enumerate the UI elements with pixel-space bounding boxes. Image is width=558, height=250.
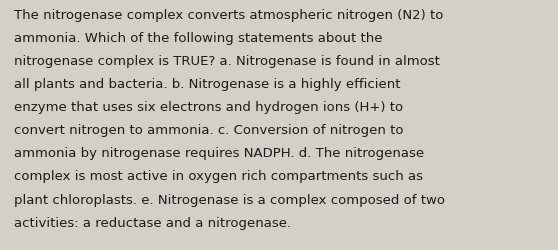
Text: nitrogenase complex is TRUE? a. Nitrogenase is found in almost: nitrogenase complex is TRUE? a. Nitrogen…	[14, 55, 440, 68]
Text: ammonia by nitrogenase requires NADPH. d. The nitrogenase: ammonia by nitrogenase requires NADPH. d…	[14, 147, 424, 160]
Text: plant chloroplasts. e. Nitrogenase is a complex composed of two: plant chloroplasts. e. Nitrogenase is a …	[14, 193, 445, 206]
Text: activities: a reductase and a nitrogenase.: activities: a reductase and a nitrogenas…	[14, 216, 291, 229]
Text: all plants and bacteria. b. Nitrogenase is a highly efficient: all plants and bacteria. b. Nitrogenase …	[14, 78, 401, 91]
Text: enzyme that uses six electrons and hydrogen ions (H+) to: enzyme that uses six electrons and hydro…	[14, 101, 403, 114]
Text: convert nitrogen to ammonia. c. Conversion of nitrogen to: convert nitrogen to ammonia. c. Conversi…	[14, 124, 403, 137]
Text: ammonia. Which of the following statements about the: ammonia. Which of the following statemen…	[14, 32, 382, 45]
Text: complex is most active in oxygen rich compartments such as: complex is most active in oxygen rich co…	[14, 170, 423, 183]
Text: The nitrogenase complex converts atmospheric nitrogen (N2) to: The nitrogenase complex converts atmosph…	[14, 9, 443, 22]
